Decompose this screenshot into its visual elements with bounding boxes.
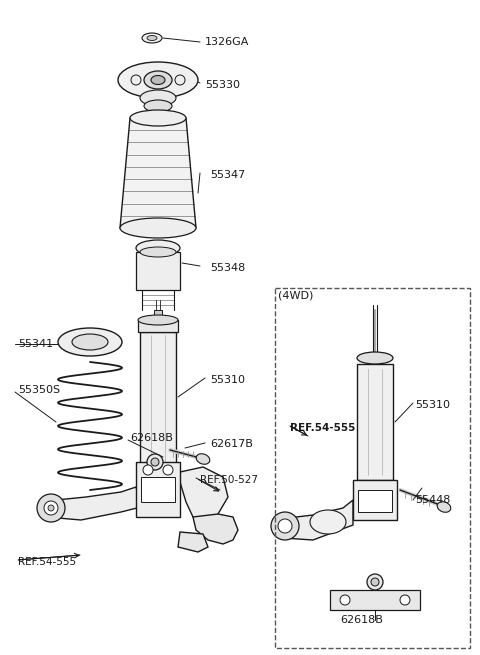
Circle shape bbox=[143, 465, 153, 475]
Ellipse shape bbox=[310, 510, 346, 534]
Bar bbox=[358, 490, 392, 512]
Ellipse shape bbox=[151, 75, 165, 84]
Circle shape bbox=[371, 578, 379, 586]
Polygon shape bbox=[180, 467, 228, 524]
Circle shape bbox=[400, 595, 410, 605]
Ellipse shape bbox=[144, 71, 172, 89]
Bar bbox=[136, 252, 180, 290]
Bar bbox=[357, 364, 393, 480]
Bar bbox=[154, 310, 162, 325]
Text: 55310: 55310 bbox=[415, 400, 450, 410]
Polygon shape bbox=[120, 118, 196, 228]
Ellipse shape bbox=[147, 35, 157, 41]
Polygon shape bbox=[193, 514, 238, 544]
Circle shape bbox=[151, 458, 159, 466]
Circle shape bbox=[367, 574, 383, 590]
Bar bbox=[353, 480, 397, 520]
Bar bbox=[138, 320, 178, 332]
Polygon shape bbox=[278, 500, 353, 540]
Ellipse shape bbox=[130, 110, 186, 126]
Text: 55347: 55347 bbox=[210, 170, 245, 180]
Circle shape bbox=[278, 519, 292, 533]
Text: 1326GA: 1326GA bbox=[205, 37, 250, 47]
Circle shape bbox=[163, 465, 173, 475]
Bar bbox=[136, 462, 180, 517]
Ellipse shape bbox=[72, 334, 108, 350]
Ellipse shape bbox=[136, 240, 180, 256]
Ellipse shape bbox=[140, 90, 176, 106]
Text: (4WD): (4WD) bbox=[278, 290, 313, 300]
Text: REF.50-527: REF.50-527 bbox=[200, 475, 258, 485]
Ellipse shape bbox=[144, 100, 172, 112]
Text: REF.54-555: REF.54-555 bbox=[290, 423, 355, 433]
Polygon shape bbox=[41, 487, 141, 520]
Ellipse shape bbox=[118, 62, 198, 98]
Ellipse shape bbox=[120, 218, 196, 238]
Bar bbox=[141, 477, 175, 502]
Text: 62618B: 62618B bbox=[340, 615, 383, 625]
Circle shape bbox=[37, 494, 65, 522]
Circle shape bbox=[340, 595, 350, 605]
Bar bbox=[330, 590, 420, 610]
Text: 62618B: 62618B bbox=[130, 433, 173, 443]
Circle shape bbox=[175, 75, 185, 85]
Bar bbox=[140, 332, 176, 470]
Ellipse shape bbox=[58, 328, 122, 356]
Circle shape bbox=[131, 75, 141, 85]
Polygon shape bbox=[178, 532, 208, 552]
Circle shape bbox=[44, 501, 58, 515]
Ellipse shape bbox=[437, 502, 451, 512]
Text: 55330: 55330 bbox=[205, 80, 240, 90]
Ellipse shape bbox=[140, 247, 176, 257]
Circle shape bbox=[147, 454, 163, 470]
Text: 55348: 55348 bbox=[210, 263, 245, 273]
Circle shape bbox=[48, 505, 54, 511]
Text: 55310: 55310 bbox=[210, 375, 245, 385]
Ellipse shape bbox=[142, 33, 162, 43]
Text: 55350S: 55350S bbox=[18, 385, 60, 395]
Text: REF.54-555: REF.54-555 bbox=[18, 557, 76, 567]
Circle shape bbox=[271, 512, 299, 540]
Ellipse shape bbox=[138, 315, 178, 325]
Text: 62617B: 62617B bbox=[210, 439, 253, 449]
Ellipse shape bbox=[196, 454, 210, 464]
Bar bbox=[275, 288, 470, 648]
Text: 55448: 55448 bbox=[415, 495, 450, 505]
Ellipse shape bbox=[357, 352, 393, 364]
Text: 55341: 55341 bbox=[18, 339, 53, 349]
